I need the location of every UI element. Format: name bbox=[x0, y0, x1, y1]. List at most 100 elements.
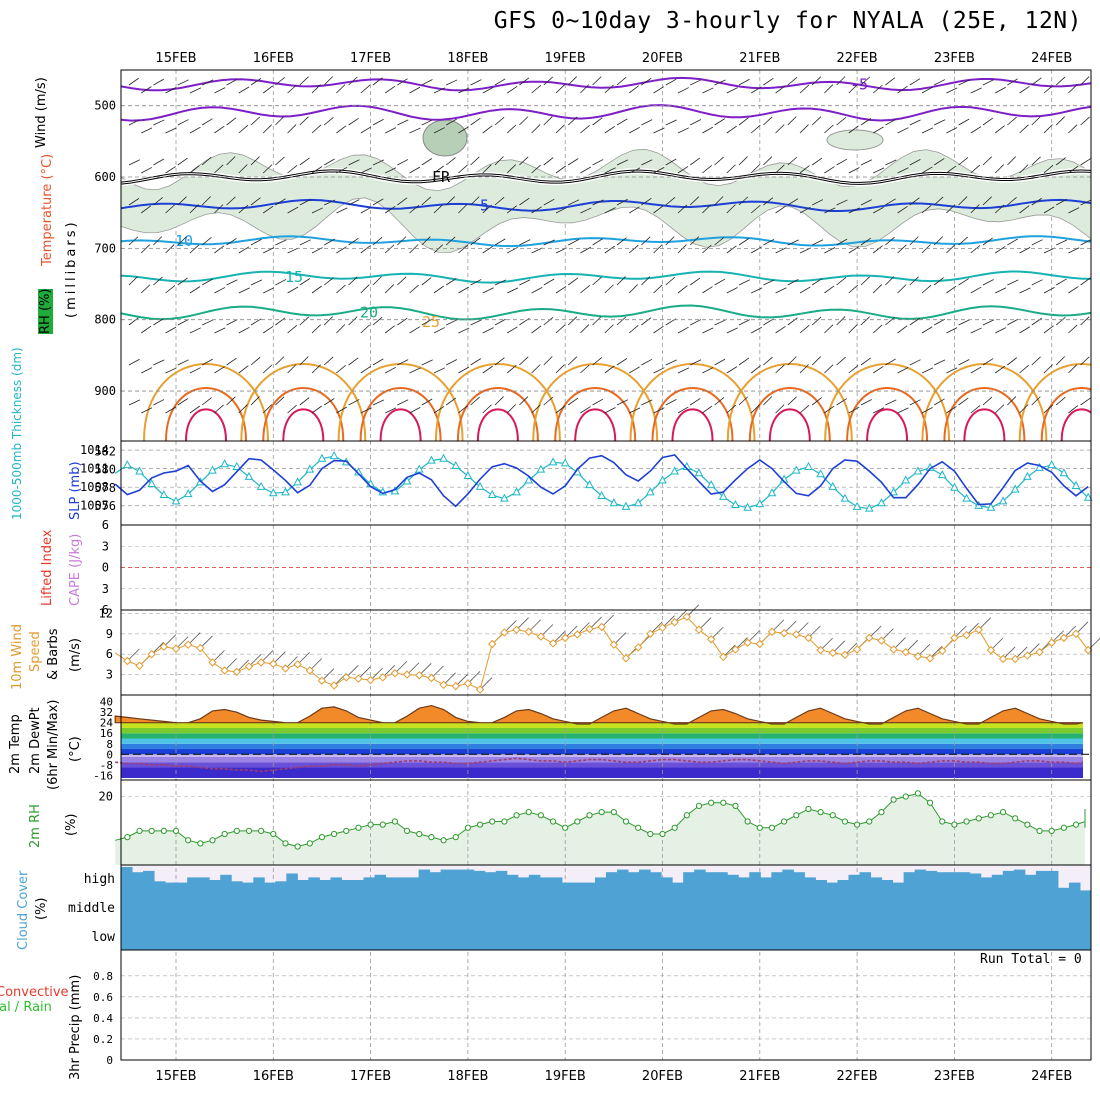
cloud-ylabel: high bbox=[84, 872, 115, 887]
wind-barb bbox=[677, 204, 688, 214]
wind10-point bbox=[865, 633, 874, 643]
wind-barb bbox=[592, 117, 603, 126]
wind10-point bbox=[342, 673, 351, 682]
wind-barb bbox=[616, 316, 627, 326]
wind10-point bbox=[779, 628, 789, 638]
wind-barb bbox=[787, 396, 797, 406]
date-label-bottom: 18FEB bbox=[447, 1069, 488, 1084]
cloud-high-bar bbox=[760, 877, 772, 893]
temp-band bbox=[121, 754, 1083, 757]
thickness-point bbox=[293, 477, 302, 486]
wind10-point bbox=[256, 658, 266, 667]
wind-barb bbox=[690, 119, 702, 126]
cloud-high-bar bbox=[231, 881, 243, 893]
wind-barb bbox=[689, 277, 701, 286]
thickness-point bbox=[560, 458, 570, 467]
wind10-point bbox=[427, 673, 436, 683]
warm-arch bbox=[240, 363, 367, 441]
wind-barb bbox=[385, 127, 397, 134]
wind-barb bbox=[250, 156, 260, 166]
wind-barb bbox=[360, 126, 372, 134]
wind-barb bbox=[323, 356, 334, 366]
wind-barb bbox=[555, 207, 567, 214]
wind-barb bbox=[982, 319, 995, 326]
wind-barb bbox=[1068, 364, 1078, 374]
wind-barb bbox=[580, 364, 590, 374]
wind-barb bbox=[824, 247, 836, 254]
cloud-high-bar bbox=[903, 872, 916, 893]
wind-barb bbox=[982, 196, 992, 206]
rh2m-point bbox=[233, 827, 240, 834]
wind-barb bbox=[1031, 356, 1041, 366]
wind-barb bbox=[433, 127, 445, 134]
cloud-high-bar bbox=[1002, 870, 1015, 893]
thickness-point bbox=[220, 459, 229, 468]
rh2m-point bbox=[574, 818, 581, 825]
wind-barb bbox=[372, 358, 384, 366]
panel-frame-upper bbox=[120, 69, 1092, 442]
temp-band bbox=[121, 738, 1083, 744]
wind-barb bbox=[982, 358, 994, 366]
wind-barb bbox=[763, 116, 773, 126]
wind-barb bbox=[555, 84, 565, 94]
wind-barb bbox=[836, 158, 848, 166]
cloud-high-bar bbox=[859, 872, 872, 893]
wind-barb bbox=[226, 396, 236, 406]
wind-barb bbox=[604, 407, 616, 414]
date-label-top: 16FEB bbox=[253, 51, 294, 66]
wind-barb bbox=[958, 359, 970, 366]
wind-barb bbox=[763, 197, 774, 206]
temp2m-ytick: 8 bbox=[106, 738, 113, 751]
wind-barb bbox=[409, 127, 421, 134]
wind-barb bbox=[299, 278, 311, 286]
wind-barb bbox=[494, 396, 504, 406]
wind-barb bbox=[214, 204, 224, 214]
wind-barb bbox=[519, 156, 529, 166]
temp-contour-5 bbox=[121, 270, 1091, 284]
wind-barb bbox=[360, 407, 372, 414]
wind-barb bbox=[897, 244, 907, 254]
wind-barb bbox=[238, 404, 248, 414]
rh2m-point bbox=[598, 809, 605, 816]
wind-barb bbox=[1055, 116, 1066, 126]
wind-barb bbox=[653, 86, 665, 94]
wind10-point bbox=[682, 612, 692, 622]
cloud-high-bar bbox=[694, 869, 706, 893]
wind-barb bbox=[665, 119, 677, 126]
wind-barb bbox=[921, 367, 934, 374]
temp-band bbox=[121, 733, 1083, 739]
wind-barb bbox=[567, 397, 579, 406]
thickness-point bbox=[767, 488, 777, 497]
wind-barb bbox=[262, 205, 274, 214]
wind-barb bbox=[214, 404, 224, 414]
slp-label: SLP (mb) bbox=[68, 461, 83, 520]
wind10-point bbox=[548, 639, 558, 648]
wind-barb bbox=[799, 165, 810, 174]
wind-barb bbox=[531, 404, 541, 414]
upper-ytick: 600 bbox=[94, 170, 116, 184]
wind-barb bbox=[1080, 199, 1091, 206]
wind-barb bbox=[189, 367, 201, 374]
wind-barb bbox=[689, 157, 701, 166]
rh2m-point bbox=[537, 812, 544, 819]
wind-barb bbox=[982, 117, 994, 126]
thickness-point bbox=[208, 465, 217, 474]
wind-barb bbox=[885, 198, 896, 206]
wind-barb bbox=[690, 319, 702, 326]
wind-barb bbox=[214, 327, 226, 334]
cloud-high-bar bbox=[958, 872, 971, 893]
wind-barb bbox=[1055, 396, 1066, 406]
cloud-high-bar bbox=[661, 877, 673, 893]
wind-barb bbox=[482, 404, 492, 414]
wind-barb bbox=[250, 197, 261, 206]
wind-barb bbox=[372, 198, 384, 206]
wind-barb bbox=[287, 247, 299, 254]
wind-barb bbox=[470, 279, 482, 286]
wind-barb bbox=[287, 206, 299, 214]
wind10-point bbox=[232, 667, 242, 677]
wind-barb bbox=[348, 237, 359, 246]
wind10-point bbox=[451, 681, 460, 691]
cloud-high-bar bbox=[242, 882, 254, 893]
wind-barb bbox=[506, 404, 516, 414]
wind-barb bbox=[909, 359, 921, 366]
